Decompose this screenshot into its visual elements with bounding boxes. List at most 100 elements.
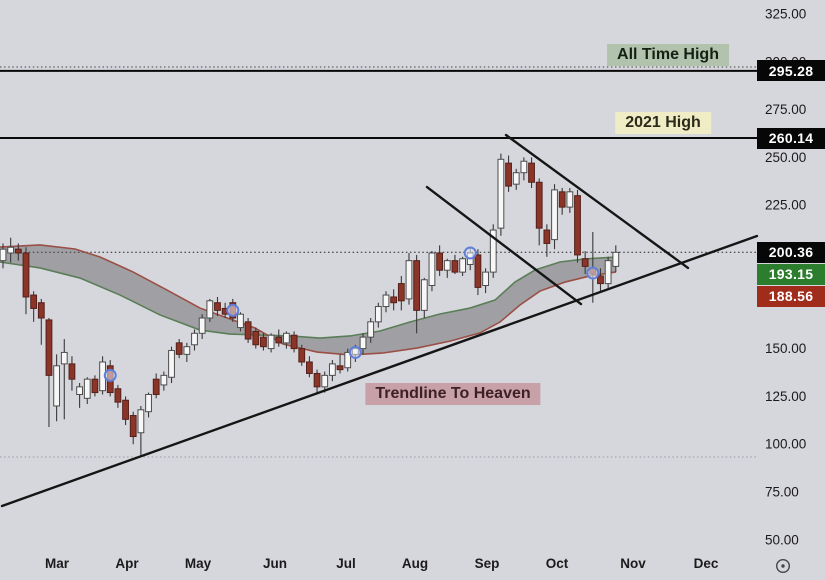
candle-body <box>512 172 520 185</box>
candle-body <box>344 351 352 369</box>
y-tick-label: 50.00 <box>765 532 799 547</box>
y-tick-label: 150.00 <box>765 341 806 356</box>
candle-body <box>91 378 99 394</box>
candle-body <box>76 386 83 395</box>
candle-body <box>374 306 382 323</box>
candle-body <box>45 319 53 376</box>
candle-body <box>597 275 604 285</box>
candle-body <box>214 302 221 311</box>
candle-body <box>68 363 76 380</box>
candle-body <box>604 260 612 285</box>
candle-body <box>252 330 260 346</box>
candle-body <box>30 294 38 309</box>
candle-body <box>60 351 68 365</box>
descending-line-outer[interactable] <box>504 133 690 270</box>
y-tick-label: 225.00 <box>765 198 806 213</box>
candle-body <box>390 296 398 304</box>
candle-body <box>505 162 512 187</box>
axis-settings-icon[interactable] <box>773 556 793 576</box>
candle-body <box>283 332 290 344</box>
time-axis[interactable] <box>0 548 757 580</box>
candle-body <box>489 229 497 273</box>
y-tick-label: 125.00 <box>765 389 806 404</box>
candle-body <box>145 393 152 413</box>
candle-body <box>298 348 306 363</box>
candle-body <box>459 258 467 273</box>
signal-marker[interactable] <box>463 246 477 260</box>
price-axis[interactable] <box>757 0 825 548</box>
x-tick-label: Mar <box>45 556 70 571</box>
candle-body <box>122 399 129 420</box>
x-tick-label: Apr <box>115 556 139 571</box>
candle-body <box>558 191 566 208</box>
candle-body <box>581 258 589 267</box>
candle-body <box>0 248 7 262</box>
candle-body <box>260 336 267 348</box>
candle-body <box>474 254 482 288</box>
candle-body <box>306 361 313 374</box>
y-tick-label: 75.00 <box>765 485 799 500</box>
candle-body <box>482 271 489 287</box>
candle-body <box>53 365 61 407</box>
y-tick-label: 100.00 <box>765 437 806 452</box>
candle-body <box>528 162 535 183</box>
candle-body <box>129 415 137 438</box>
candle-body <box>267 334 275 350</box>
price-badge-193.15: 193.15 <box>757 263 825 285</box>
candle-body <box>198 317 206 334</box>
candle-body <box>114 388 122 403</box>
descending-line-inner[interactable] <box>425 185 583 306</box>
ma-line-green <box>0 256 617 339</box>
candle-body <box>160 374 168 386</box>
annotation-all-time-high[interactable]: All Time High <box>607 44 729 66</box>
candle-body <box>367 321 375 338</box>
signal-marker[interactable] <box>103 368 117 382</box>
candle-body <box>336 365 344 371</box>
ma-band-fill <box>0 244 616 355</box>
x-tick-label: Oct <box>546 556 569 571</box>
candle-body <box>405 260 413 300</box>
candle-body <box>175 342 183 355</box>
candle-body <box>321 374 329 388</box>
candle-body <box>543 229 551 244</box>
candle-body <box>612 251 620 267</box>
candle-body <box>451 260 459 273</box>
candle-body <box>535 181 543 229</box>
candle-body <box>520 160 528 174</box>
candle-body <box>313 372 321 388</box>
signal-marker[interactable] <box>226 303 240 317</box>
candle-body <box>152 378 160 395</box>
candle-body <box>275 336 283 344</box>
x-tick-label: Jul <box>336 556 356 571</box>
trendline-to-heaven[interactable] <box>0 234 759 508</box>
candle-body <box>413 260 421 311</box>
annotation-trendline-to-heaven[interactable]: Trendline To Heaven <box>365 383 541 405</box>
ma-line-red <box>0 244 617 356</box>
candle-body <box>574 195 581 256</box>
candle-body <box>137 409 145 434</box>
candle-body <box>382 294 390 308</box>
price-badge-260.14: 260.14 <box>757 127 825 149</box>
signal-marker[interactable] <box>348 345 362 359</box>
candle-body <box>191 332 198 346</box>
candle-body <box>359 336 367 350</box>
candle-body <box>566 191 574 208</box>
y-tick-label: 325.00 <box>765 7 806 22</box>
candle-body <box>37 302 45 319</box>
candle-body <box>83 378 91 399</box>
candle-body <box>497 158 505 229</box>
x-tick-label: Jun <box>263 556 287 571</box>
x-tick-label: May <box>185 556 212 571</box>
signal-marker[interactable] <box>586 266 600 280</box>
annotation-2021-high[interactable]: 2021 High <box>615 112 711 134</box>
candle-body <box>428 252 436 287</box>
x-tick-label: Sep <box>475 556 500 571</box>
candle-body <box>436 252 444 271</box>
x-tick-label: Aug <box>402 556 428 571</box>
candle-body <box>551 189 558 241</box>
x-tick-label: Dec <box>694 556 719 571</box>
candle-body <box>328 363 336 376</box>
candle-body <box>443 260 451 271</box>
